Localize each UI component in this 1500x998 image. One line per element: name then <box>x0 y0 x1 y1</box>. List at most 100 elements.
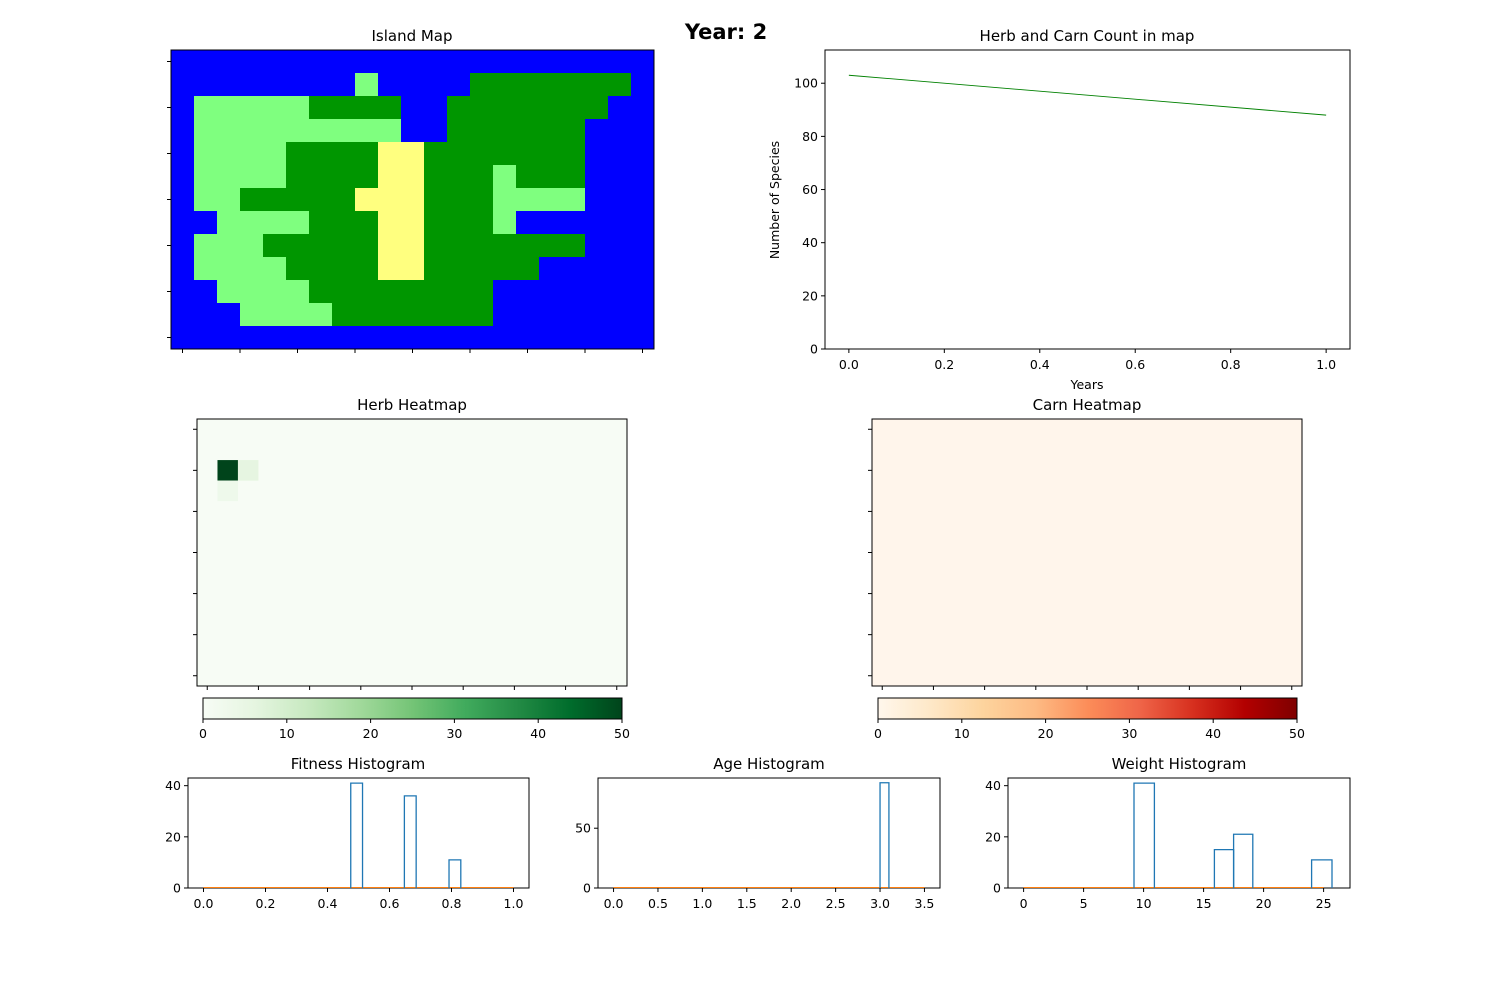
island-cell-water <box>585 50 609 74</box>
island-cell-desert <box>378 188 402 212</box>
island-cell-water <box>516 326 540 350</box>
island-cell-lowland <box>263 188 287 212</box>
island-cell-lowland <box>355 257 379 281</box>
island-cell-lowland <box>401 280 425 304</box>
age-xtick-label: 1.5 <box>737 896 757 911</box>
island-cell-water <box>378 50 402 74</box>
island-cell-lowland <box>516 73 540 97</box>
island-cell-lowland <box>516 119 540 143</box>
island-cell-highland <box>516 188 540 212</box>
count-ytick-label: 0 <box>810 342 818 357</box>
island-cell-water <box>470 50 494 74</box>
island-cell-water <box>194 211 218 235</box>
herb-heatmap-background <box>197 419 627 686</box>
island-cell-water <box>516 211 540 235</box>
carn-heatmap-panel: Carn Heatmap 0 10 20 30 40 50 <box>868 396 1305 741</box>
count-series-line <box>848 74 1327 116</box>
island-cell-lowland <box>240 188 264 212</box>
herb-colorbar-tick-label: 10 <box>279 726 295 741</box>
fitness-ytick-label: 0 <box>173 881 181 896</box>
island-cell-water <box>286 73 310 97</box>
island-cell-lowland <box>309 234 333 258</box>
island-cell-lowland <box>424 165 448 189</box>
island-cell-water <box>608 165 632 189</box>
fitness-bar <box>350 782 364 888</box>
fitness-histogram-marks: 0.0 0.2 0.4 0.6 0.8 1.0 0 20 40 <box>165 778 523 911</box>
weight-ytick-label: 20 <box>985 829 1001 844</box>
carn-colorbar <box>877 697 1298 720</box>
island-map-panel: Island Map <box>167 27 655 353</box>
island-cell-water <box>309 73 333 97</box>
island-cell-lowland <box>332 188 356 212</box>
island-map-ticks <box>167 61 643 353</box>
island-cell-water <box>631 96 655 120</box>
island-cell-lowland <box>562 119 586 143</box>
island-cell-water <box>631 188 655 212</box>
island-cell-highland <box>217 257 241 281</box>
island-cell-lowland <box>516 96 540 120</box>
herb-colorbar-tick-label: 20 <box>363 726 379 741</box>
island-cell-water <box>424 96 448 120</box>
island-cell-highland <box>217 211 241 235</box>
count-chart-xlabel: Years <box>1070 377 1104 392</box>
island-cell-lowland <box>332 165 356 189</box>
island-cell-highland <box>309 303 333 327</box>
island-cell-highland <box>309 119 333 143</box>
fitness-ytick-label: 20 <box>165 829 181 844</box>
island-cell-water <box>631 119 655 143</box>
island-cell-water <box>171 96 195 120</box>
island-cell-water <box>631 257 655 281</box>
island-cell-water <box>585 188 609 212</box>
island-cell-water <box>355 50 379 74</box>
island-cell-water <box>332 50 356 74</box>
island-cell-highland <box>493 165 517 189</box>
age-xtick-label: 2.5 <box>826 896 846 911</box>
island-cell-water <box>378 73 402 97</box>
island-cell-highland <box>493 188 517 212</box>
age-ytick-label: 50 <box>575 821 591 836</box>
carn-colorbar-tick-label: 30 <box>1121 726 1137 741</box>
fitness-xtick-label: 0.4 <box>318 896 338 911</box>
carn-colorbar-tick-label: 0 <box>874 726 882 741</box>
island-cell-water <box>608 142 632 166</box>
island-cell-highland <box>286 303 310 327</box>
weight-xtick-label: 20 <box>1256 896 1272 911</box>
island-cell-desert <box>378 234 402 258</box>
weight-bar <box>1133 782 1156 888</box>
count-ytick-label: 20 <box>802 288 818 303</box>
island-cell-lowland <box>401 303 425 327</box>
island-cell-water <box>493 50 517 74</box>
island-cell-highland <box>539 188 563 212</box>
fitness-bar <box>403 795 417 888</box>
island-cell-lowland <box>562 96 586 120</box>
carn-heatmap-background <box>872 419 1302 686</box>
island-cell-water <box>171 234 195 258</box>
island-cell-lowland <box>562 73 586 97</box>
island-cell-lowland <box>309 165 333 189</box>
weight-bar <box>1232 833 1254 888</box>
island-cell-lowland <box>424 188 448 212</box>
island-cell-water <box>493 326 517 350</box>
island-cell-highland <box>263 96 287 120</box>
island-cell-highland <box>240 280 264 304</box>
island-cell-lowland <box>447 142 471 166</box>
island-cell-lowland <box>470 234 494 258</box>
island-map-title: Island Map <box>371 27 452 45</box>
herb-cell <box>217 460 238 481</box>
island-cell-lowland <box>516 234 540 258</box>
island-cell-highland <box>286 119 310 143</box>
island-cell-lowland <box>585 96 609 120</box>
island-cell-highland <box>355 119 379 143</box>
herb-colorbar <box>202 697 623 720</box>
island-cell-water <box>401 50 425 74</box>
island-cell-water <box>194 50 218 74</box>
island-cell-water <box>332 326 356 350</box>
count-ytick-label: 80 <box>802 129 818 144</box>
island-cell-water <box>516 50 540 74</box>
island-cell-lowland <box>516 165 540 189</box>
island-cell-lowland <box>470 165 494 189</box>
island-cell-water <box>401 119 425 143</box>
island-cell-water <box>516 303 540 327</box>
island-cell-desert <box>378 211 402 235</box>
island-cell-water <box>562 326 586 350</box>
